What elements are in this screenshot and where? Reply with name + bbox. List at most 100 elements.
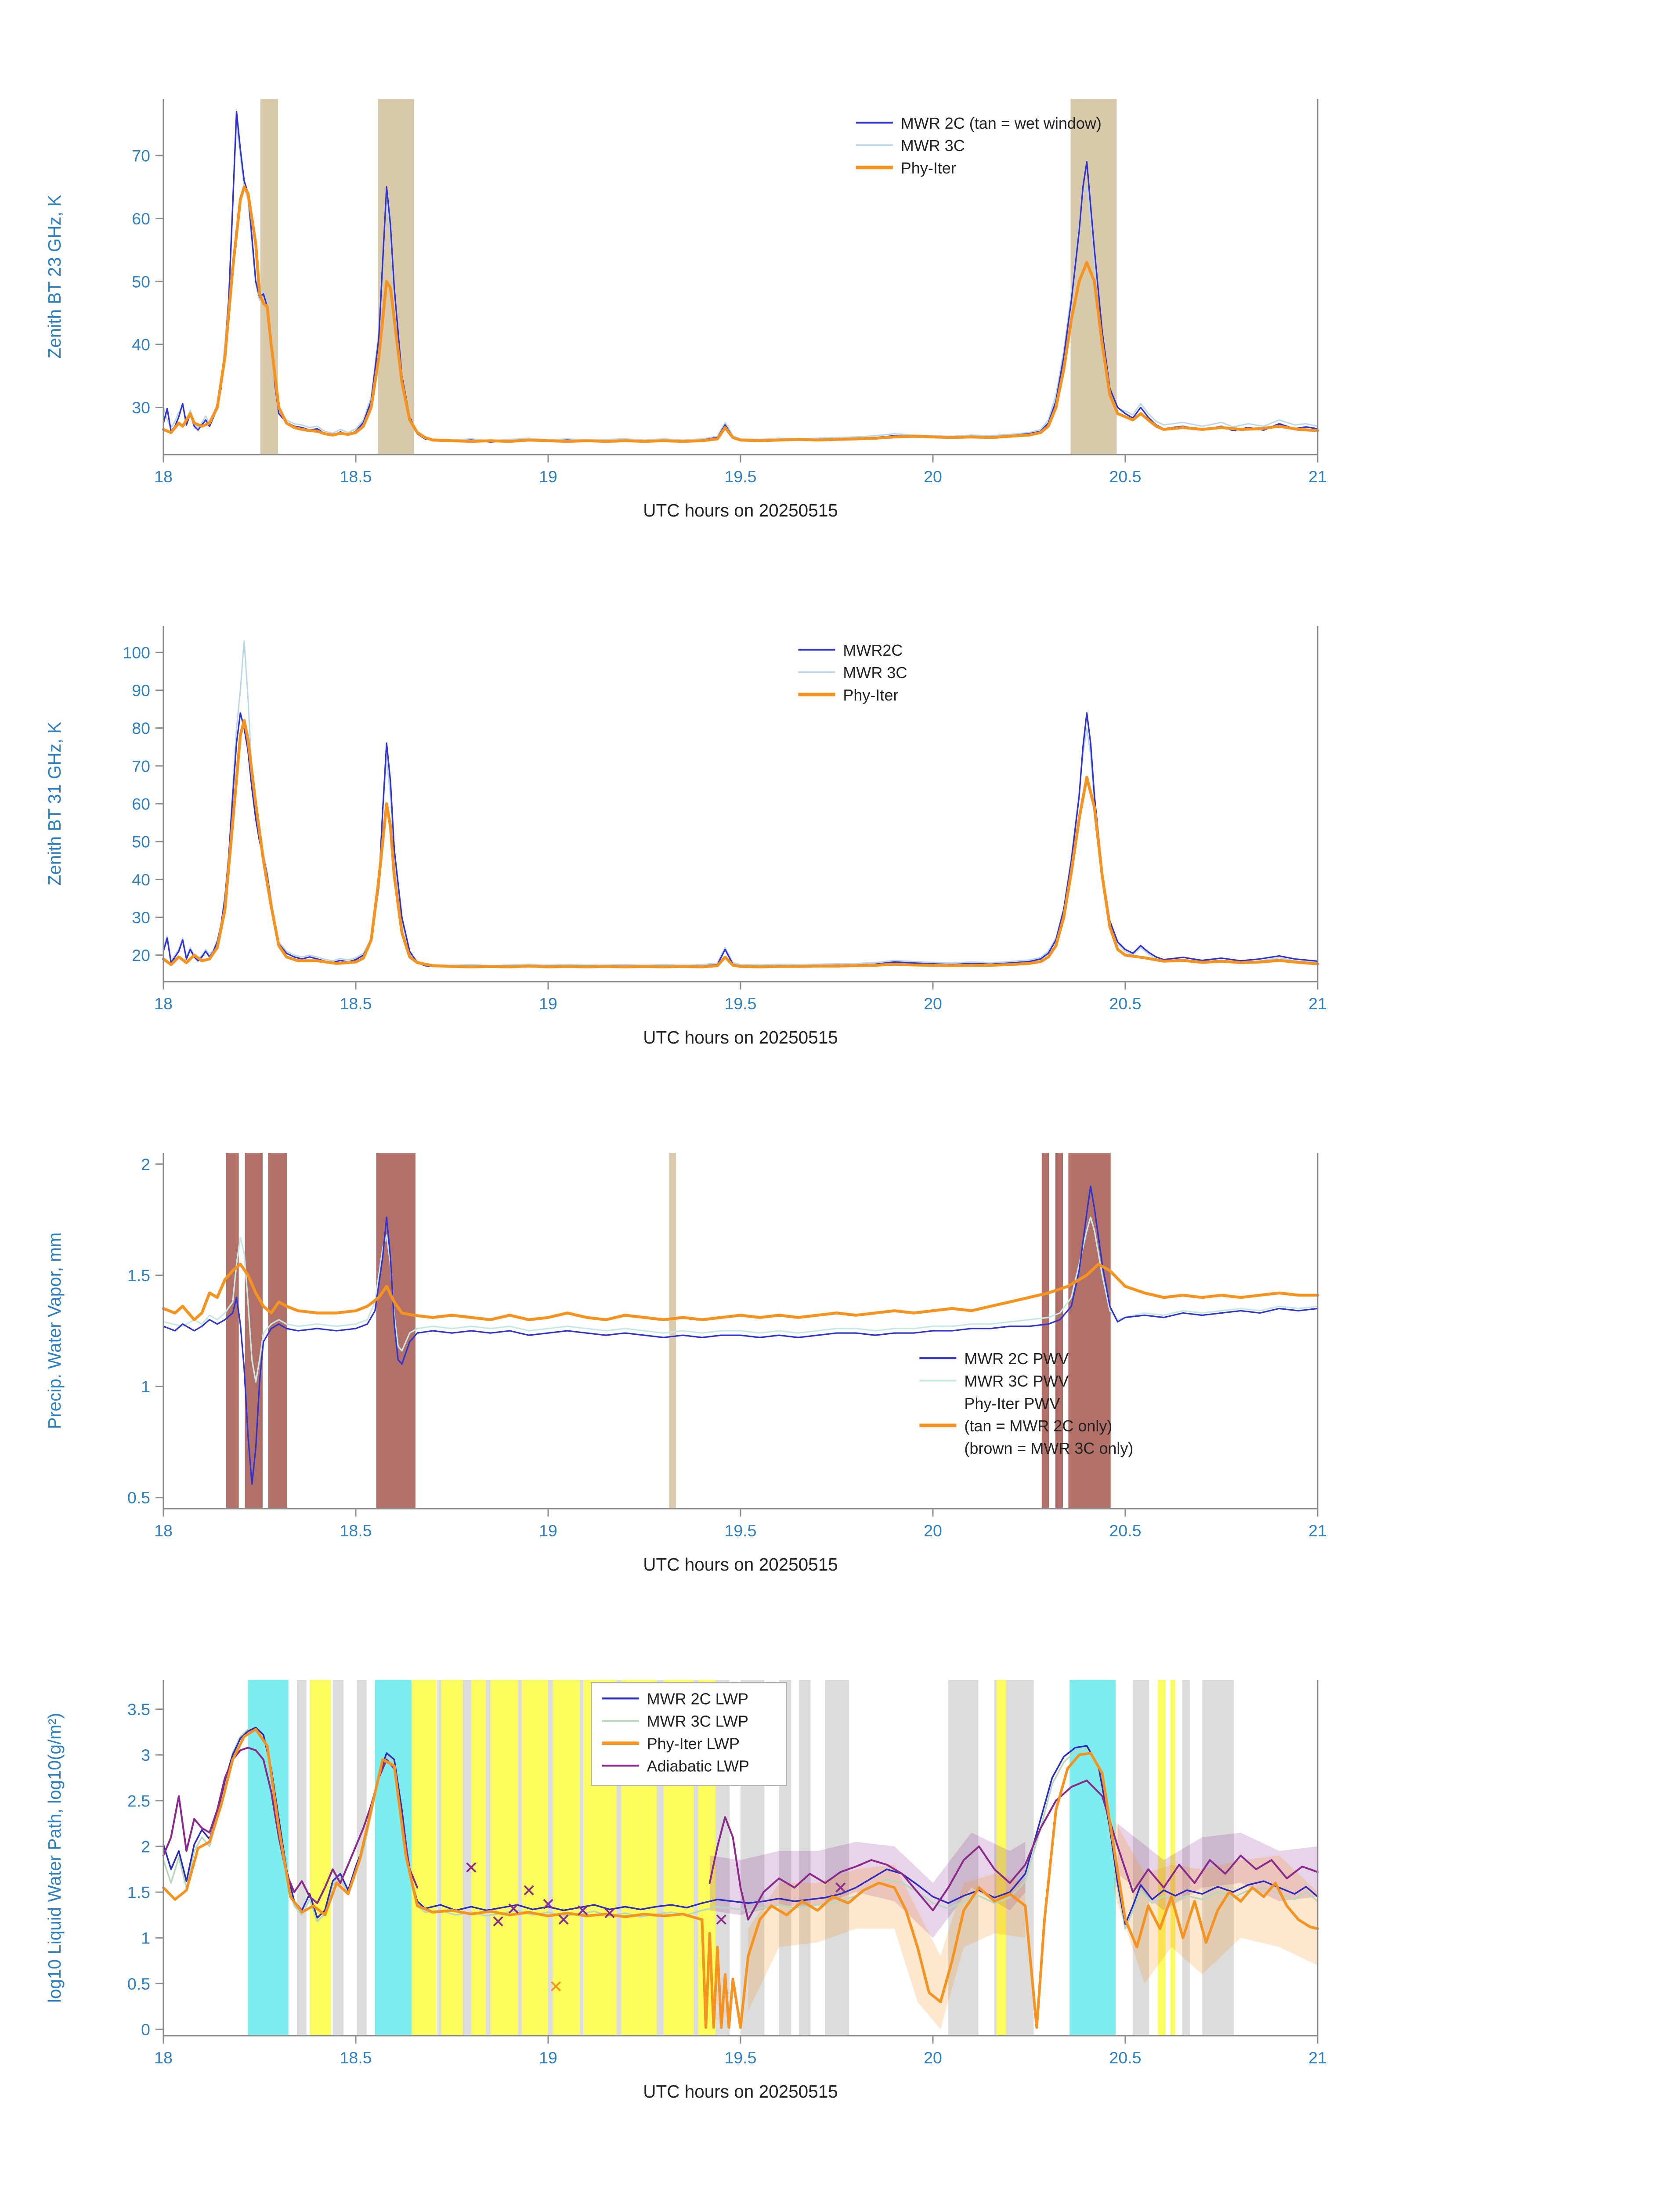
highlight-band bbox=[1202, 1680, 1234, 2036]
x-tick-label: 18.5 bbox=[340, 467, 372, 486]
x-tick-label: 18.5 bbox=[340, 2048, 372, 2067]
y-tick-label: 50 bbox=[132, 272, 150, 291]
highlight-band bbox=[996, 1680, 1006, 2036]
x-marker bbox=[543, 1899, 553, 1909]
x-tick-label: 18 bbox=[154, 994, 173, 1013]
legend-label: Phy-Iter PWV bbox=[964, 1394, 1060, 1412]
series-phy-iter-lwp bbox=[162, 1728, 1319, 2029]
x-tick-label: 20 bbox=[924, 467, 942, 486]
highlight-band bbox=[471, 1680, 486, 2036]
y-tick-label: 40 bbox=[132, 870, 150, 889]
x-marker bbox=[508, 1903, 519, 1914]
y-tick-label: 1.5 bbox=[127, 1266, 150, 1285]
series-phy-iter-pwv bbox=[162, 1262, 1319, 1322]
legend-label: MWR 3C bbox=[901, 137, 965, 155]
x-tick-label: 20 bbox=[924, 2048, 942, 2067]
x-tick-label: 20.5 bbox=[1109, 1521, 1142, 1540]
x-tick-label: 19 bbox=[539, 994, 557, 1013]
highlight-band bbox=[332, 1680, 344, 2036]
highlight-band bbox=[375, 1680, 415, 2036]
legend-label: Adiabatic LWP bbox=[647, 1757, 749, 1775]
y-tick-label: 20 bbox=[132, 946, 150, 964]
highlight-band bbox=[1182, 1680, 1190, 2036]
y-tick-label: 30 bbox=[132, 398, 150, 417]
x-tick-label: 19 bbox=[539, 2048, 557, 2067]
x-marker bbox=[604, 1908, 615, 1918]
y-tick-label: 0.5 bbox=[127, 1488, 150, 1507]
x-tick-label: 21 bbox=[1308, 994, 1327, 1013]
x-tick-label: 20.5 bbox=[1109, 467, 1142, 486]
plot-area: 18 18.5 19 19.5 20 20.5 21 0 0.5 1 1.5 2 2.5 3 3.5 UTC … bbox=[44, 1680, 1327, 2102]
highlight-band bbox=[296, 1680, 307, 2036]
y-axis-label: Zenith BT 23 GHz, K bbox=[44, 195, 65, 359]
x-tick-label: 20.5 bbox=[1109, 2048, 1142, 2067]
series-mwr-3c bbox=[163, 123, 1319, 441]
axes bbox=[155, 1153, 1319, 1517]
x-tick-label: 21 bbox=[1308, 1521, 1327, 1540]
series-mwr-2c-pwv bbox=[163, 1185, 1319, 1485]
y-axis-label: log10 Liquid Water Path, log10(g/m²) bbox=[44, 1713, 65, 2003]
legend-label: Phy-Iter bbox=[901, 159, 956, 177]
x-marker bbox=[578, 1905, 588, 1916]
y-tick-label: 1 bbox=[141, 1929, 150, 1947]
highlight-band bbox=[1133, 1680, 1149, 2036]
legend-label: MWR 2C (tan = wet window) bbox=[901, 114, 1102, 132]
x-axis-label: UTC hours on 20250515 bbox=[643, 1027, 838, 1047]
highlight-band bbox=[1068, 1153, 1111, 1509]
highlight-band bbox=[799, 1680, 811, 2036]
highlight-band bbox=[490, 1680, 518, 2036]
legend-label: MWR 2C PWV bbox=[964, 1350, 1069, 1368]
y-tick-label: 40 bbox=[132, 336, 150, 354]
x-tick-label: 18 bbox=[154, 2048, 173, 2067]
x-axis-label: UTC hours on 20250515 bbox=[643, 1554, 838, 1575]
uncertainty-fill bbox=[709, 1832, 1026, 1938]
highlight-band bbox=[948, 1680, 979, 2036]
chart-zenith-bt-23ghz-svg: 18 18.5 19 19.5 20 20.5 21 30 40 50 60 70 UTC hours … bbox=[44, 99, 1327, 520]
chart-zenith-bt-31ghz: 18 18.5 19 19.5 20 20.5 21 20 30 40 50 60 70 80 90 100 U… bbox=[0, 527, 1680, 1054]
plot-area: 18 18.5 19 19.5 20 20.5 21 30 40 50 60 70 UTC hours … bbox=[44, 99, 1327, 520]
highlight-band bbox=[378, 99, 414, 455]
series-phy-iter bbox=[162, 185, 1319, 443]
highlight-band bbox=[245, 1153, 263, 1509]
highlight-band bbox=[441, 1680, 463, 2036]
y-axis-label: Precip. Water Vapor, mm bbox=[44, 1232, 65, 1429]
highlight-band bbox=[1055, 1153, 1063, 1509]
highlight-band bbox=[617, 1680, 621, 2036]
highlight-band bbox=[248, 1680, 289, 2036]
x-tick-label: 19 bbox=[539, 1521, 557, 1540]
highlight-band bbox=[486, 1680, 491, 2036]
x-tick-label: 18 bbox=[154, 1521, 173, 1540]
y-axis-label: Zenith BT 31 GHz, K bbox=[44, 722, 65, 886]
highlight-band bbox=[310, 1680, 331, 2036]
legend-label: Phy-Iter bbox=[843, 686, 898, 704]
chart-liquid-water-path-svg: 18 18.5 19 19.5 20 20.5 21 0 0.5 1 1.5 2 2.5 3 3.5 UTC … bbox=[44, 1680, 1327, 2102]
series-mwr-2c bbox=[163, 111, 1319, 443]
chart-precip-water-vapor-svg: 18 18.5 19 19.5 20 20.5 21 0.5 1 1.5 2 UTC hours on… bbox=[44, 1153, 1327, 1575]
highlight-band bbox=[268, 1153, 287, 1509]
uncertainty-fill bbox=[1113, 1819, 1318, 1984]
x-tick-label: 20.5 bbox=[1109, 994, 1142, 1013]
x-axis-label: UTC hours on 20250515 bbox=[643, 2081, 838, 2102]
highlight-band bbox=[1170, 1680, 1175, 2036]
x-tick-label: 19.5 bbox=[725, 467, 757, 486]
legend-label: MWR 2C LWP bbox=[647, 1690, 748, 1708]
chart-zenith-bt-31ghz-svg: 18 18.5 19 19.5 20 20.5 21 20 30 40 50 60 70 80 90 100 U… bbox=[44, 626, 1327, 1047]
y-tick-label: 60 bbox=[132, 209, 150, 228]
legend-box bbox=[591, 1682, 787, 1786]
x-marker bbox=[493, 1916, 503, 1927]
legend-label: MWR 3C LWP bbox=[647, 1712, 748, 1730]
highlight-band bbox=[1041, 1153, 1049, 1509]
highlight-band bbox=[1069, 1680, 1116, 2036]
y-tick-label: 70 bbox=[132, 757, 150, 775]
uncertainty-fill bbox=[748, 1864, 1026, 2030]
x-tick-label: 18.5 bbox=[340, 1521, 372, 1540]
highlight-band bbox=[825, 1680, 849, 2036]
x-axis-label: UTC hours on 20250515 bbox=[643, 500, 838, 520]
legend-label: MWR 3C bbox=[843, 664, 907, 682]
axes bbox=[155, 99, 1319, 462]
highlight-band bbox=[518, 1680, 522, 2036]
highlight-band bbox=[226, 1153, 239, 1509]
x-tick-label: 19.5 bbox=[725, 994, 757, 1013]
highlight-band bbox=[1158, 1680, 1166, 2036]
